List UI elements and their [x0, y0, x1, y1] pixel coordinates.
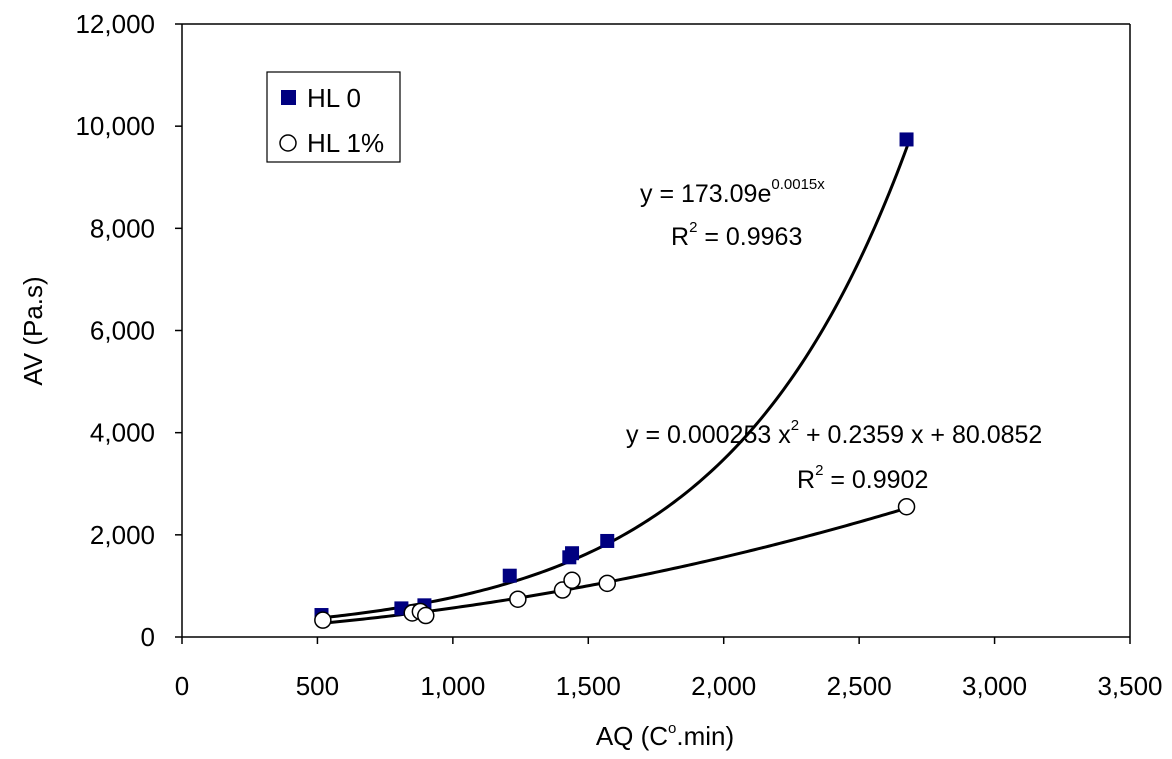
x-axis-title: AQ (Co.min)	[596, 720, 734, 751]
eq-exponential-base: y = 173.09e	[640, 180, 771, 208]
y-axis-ticks: 0 2,000 4,000 6,000 8,000 10,000 12,000	[75, 9, 182, 652]
x-tick-label: 2,500	[827, 671, 892, 701]
eq-exponential: y = 173.09e0.0015x	[640, 176, 825, 208]
legend-marker-hl1	[279, 134, 297, 152]
x-tick-label: 3,500	[1097, 671, 1162, 701]
y-tick-label: 2,000	[90, 520, 155, 550]
x-tick-label: 1,500	[556, 671, 621, 701]
point-hl1	[417, 606, 435, 625]
legend-label-hl0: HL 0	[307, 83, 361, 113]
eq-polynomial: y = 0.000253 x2 + 0.2359 x + 80.0852	[626, 417, 1042, 449]
y-axis-title: AV (Pa.s)	[18, 276, 48, 385]
point-hl1	[897, 497, 916, 516]
legend: HL 0 HL 1%	[266, 71, 401, 163]
point-hl1	[314, 611, 332, 629]
x-axis-title-end: .min)	[676, 721, 734, 751]
x-tick-label: 3,000	[962, 671, 1027, 701]
point-hl0	[565, 546, 580, 561]
x-tick-label: 0	[175, 671, 189, 701]
x-tick-label: 1,000	[420, 671, 485, 701]
r2-polynomial: R2 = 0.9902	[797, 462, 928, 494]
point-hl1	[598, 574, 616, 593]
point-hl0	[600, 533, 615, 548]
r2-exponential: R2 = 0.9963	[671, 219, 802, 251]
x-axis-title-main: AQ (C	[596, 721, 668, 751]
x-axis-title-sup: o	[668, 720, 676, 737]
r2-polynomial-r: R	[797, 466, 815, 494]
x-axis-ticks: 0 500 1,000 1,500 2,000 2,500 3,000 3,500	[175, 637, 1163, 701]
y-tick-label: 6,000	[90, 316, 155, 346]
y-tick-label: 10,000	[75, 111, 155, 141]
point-hl0	[899, 132, 914, 147]
eq-polynomial-exponent: 2	[791, 417, 799, 434]
trendline-exponential	[322, 143, 910, 620]
point-hl0	[502, 568, 517, 583]
eq-exponential-exponent: 0.0015x	[771, 176, 825, 193]
x-tick-label: 2,000	[691, 671, 756, 701]
legend-label-hl1: HL 1%	[307, 128, 384, 158]
r2-polynomial-value: = 0.9902	[823, 466, 928, 494]
point-hl1	[509, 590, 527, 608]
data-points	[314, 132, 916, 629]
legend-marker-hl0	[281, 90, 296, 105]
eq-polynomial-suffix: + 0.2359 x + 80.0852	[799, 421, 1042, 449]
trendlines	[322, 143, 910, 625]
point-hl1	[563, 571, 581, 590]
y-tick-label: 12,000	[75, 9, 155, 39]
r2-exponential-sup: 2	[689, 219, 697, 236]
y-tick-label: 8,000	[90, 213, 155, 243]
eq-polynomial-base: y = 0.000253 x	[626, 421, 791, 449]
x-tick-label: 500	[296, 671, 339, 701]
r2-polynomial-sup: 2	[815, 462, 823, 479]
y-tick-label: 0	[141, 622, 155, 652]
r2-exponential-value: = 0.9963	[697, 223, 802, 251]
r2-exponential-r: R	[671, 223, 689, 251]
y-tick-label: 4,000	[90, 418, 155, 448]
